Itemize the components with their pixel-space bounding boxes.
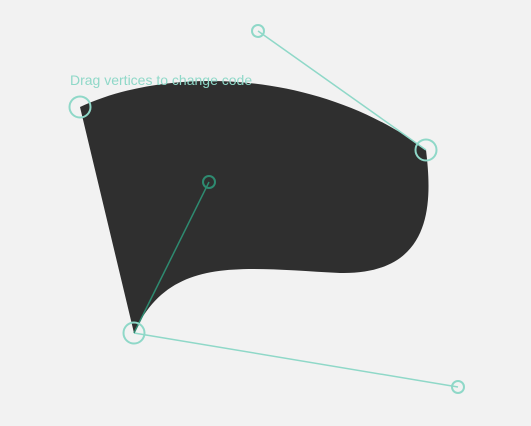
handle-line-inner bbox=[133, 181, 210, 334]
control-point-inner[interactable] bbox=[202, 175, 216, 189]
handle-line-top bbox=[257, 30, 427, 151]
handle-line-bottom bbox=[133, 332, 459, 388]
control-point-bottom[interactable] bbox=[451, 380, 465, 394]
bezier-shape bbox=[80, 80, 429, 333]
vertex-bottom[interactable] bbox=[122, 321, 146, 345]
vertex-left[interactable] bbox=[68, 95, 92, 119]
control-point-top[interactable] bbox=[251, 24, 265, 38]
vertex-right[interactable] bbox=[414, 138, 438, 162]
